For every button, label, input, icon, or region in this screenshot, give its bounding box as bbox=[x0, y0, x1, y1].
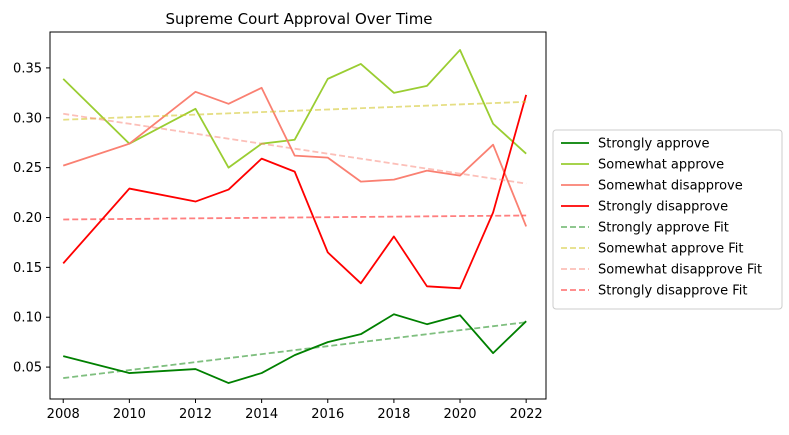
x-tick-label: 2012 bbox=[179, 407, 212, 422]
y-tick-label: 0.30 bbox=[13, 111, 42, 126]
legend-frame bbox=[552, 129, 783, 310]
legend-label-strongly-approve-fit: Strongly approve Fit bbox=[598, 221, 729, 236]
legend-label-somewhat-disapprove-fit: Somewhat disapprove Fit bbox=[598, 263, 762, 278]
plot-area bbox=[62, 49, 528, 384]
x-tick-label: 2008 bbox=[47, 407, 80, 422]
legend-label-strongly-approve: Strongly approve bbox=[598, 137, 709, 152]
x-tick-label: 2020 bbox=[443, 407, 476, 422]
series-line-somewhat-approve bbox=[62, 49, 527, 169]
legend: Strongly approve Somewhat approve Somewhat… bbox=[552, 129, 783, 310]
y-tick-label: 0.35 bbox=[13, 61, 42, 76]
y-tick-label: 0.10 bbox=[13, 311, 42, 326]
y-tick-label: 0.05 bbox=[13, 361, 42, 376]
y-tick-label: 0.15 bbox=[13, 261, 42, 276]
series-line-strongly-approve bbox=[63, 313, 527, 384]
series-line-strongly-disapprove bbox=[62, 94, 528, 290]
series-line-somewhat-disapprove-fit bbox=[63, 112, 527, 185]
series-line-strongly-approve-fit bbox=[63, 321, 527, 379]
axes: 2008 2010 2012 2014 2016 2018 2020 2022 0.05 0.10… bbox=[13, 31, 547, 422]
x-tick-label: 2010 bbox=[113, 407, 146, 422]
x-tick-label: 2022 bbox=[510, 407, 543, 422]
series-line-strongly-disapprove-fit bbox=[63, 214, 527, 221]
legend-label-somewhat-approve: Somewhat approve bbox=[598, 158, 724, 173]
legend-label-somewhat-approve-fit: Somewhat approve Fit bbox=[598, 242, 743, 257]
plot-frame bbox=[49, 31, 547, 400]
x-tick-label: 2016 bbox=[311, 407, 344, 422]
x-tick-label: 2014 bbox=[245, 407, 278, 422]
legend-label-strongly-disapprove-fit: Strongly disapprove Fit bbox=[598, 284, 747, 299]
series-line-somewhat-disapprove bbox=[62, 86, 527, 227]
y-tick-label: 0.25 bbox=[13, 161, 42, 176]
legend-label-strongly-disapprove: Strongly disapprove bbox=[598, 200, 728, 215]
x-tick-label: 2018 bbox=[377, 407, 410, 422]
series-line-somewhat-approve-fit bbox=[63, 100, 527, 121]
legend-label-somewhat-disapprove: Somewhat disapprove bbox=[598, 179, 743, 194]
y-tick-label: 0.20 bbox=[13, 211, 42, 226]
chart-title: Supreme Court Approval Over Time bbox=[165, 10, 432, 28]
